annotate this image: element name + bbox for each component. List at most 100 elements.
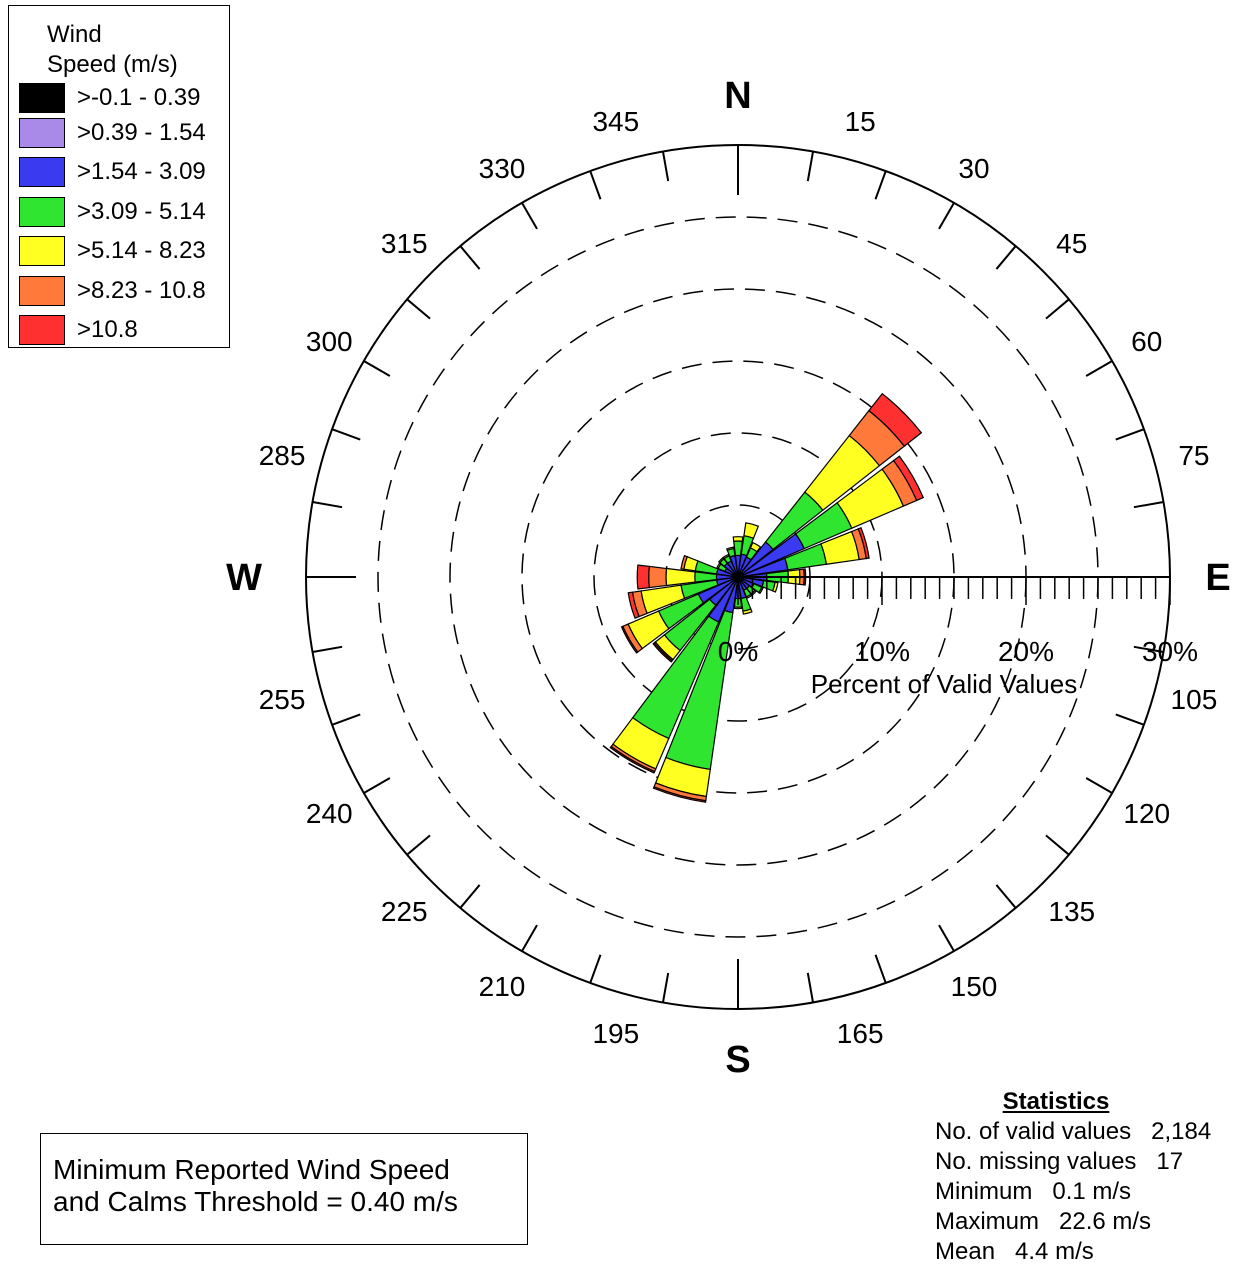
- direction-label: 345: [592, 106, 639, 137]
- legend-item: >8.23 - 10.8: [19, 276, 206, 306]
- spoke-tick: [806, 151, 815, 182]
- spoke-tick: [331, 713, 361, 726]
- cardinal-w: W: [226, 557, 262, 599]
- spoke-tick: [995, 884, 1017, 909]
- direction-label: 330: [479, 153, 526, 184]
- direction-label: 300: [306, 326, 353, 357]
- spoke-tick: [874, 954, 887, 984]
- legend-swatch: [19, 157, 65, 187]
- cardinal-e: E: [1205, 557, 1230, 599]
- direction-label: 225: [381, 896, 428, 927]
- direction-label: 315: [381, 228, 428, 259]
- statistics-title: Statistics: [1002, 1088, 1110, 1115]
- legend-swatch: [19, 315, 65, 345]
- rose-petals: [609, 392, 925, 803]
- legend-title: Wind Speed (m/s): [47, 20, 178, 80]
- petal-segment: [652, 642, 673, 663]
- legend-label: >5.14 - 8.23: [77, 237, 206, 264]
- legend-label: >0.39 - 1.54: [77, 119, 206, 146]
- direction-label: 120: [1123, 798, 1170, 829]
- statistics-row: Mean 4.4 m/s: [935, 1238, 1094, 1265]
- legend-swatch: [19, 118, 65, 148]
- spoke-tick: [1045, 834, 1070, 856]
- legend-swatch: [19, 276, 65, 306]
- direction-label: 240: [306, 798, 353, 829]
- calms-threshold-box: Minimum Reported Wind Speed and Calms Th…: [40, 1133, 528, 1245]
- legend-item: >0.39 - 1.54: [19, 118, 206, 148]
- direction-label: 255: [259, 684, 306, 715]
- legend-swatch: [19, 236, 65, 266]
- legend-title-line: Wind: [47, 21, 102, 48]
- statistics-row: Minimum 0.1 m/s: [935, 1178, 1132, 1205]
- legend-label: >8.23 - 10.8: [77, 277, 206, 304]
- axis-label: Percent of Valid Values: [811, 669, 1077, 699]
- spoke-tick: [874, 170, 887, 200]
- spoke-tick: [806, 972, 815, 1003]
- petal-segment: [743, 522, 760, 540]
- petal-segment: [609, 745, 656, 774]
- spoke-tick: [1085, 360, 1113, 377]
- spoke-tick: [312, 645, 343, 654]
- spoke-tick: [331, 428, 361, 441]
- spoke-tick: [1115, 713, 1145, 726]
- petal-segment: [665, 567, 696, 587]
- spoke-tick: [938, 202, 955, 230]
- spoke-tick: [459, 245, 481, 270]
- petal-segment: [749, 541, 762, 553]
- petal-segment: [725, 546, 735, 552]
- statistics-row: No. of valid values 2,184: [935, 1118, 1212, 1145]
- cardinal-s: S: [725, 1039, 750, 1081]
- direction-label: 210: [479, 971, 526, 1002]
- legend-swatch: [19, 197, 65, 227]
- direction-labels: N E S W 0% 10% 20% 30% Percent of Valid …: [226, 75, 1231, 1081]
- legend-title-line: Speed (m/s): [47, 51, 178, 78]
- direction-label: 165: [837, 1018, 884, 1049]
- radial-axis: [737, 576, 1171, 605]
- spoke-tick: [1085, 777, 1113, 794]
- calms-line: and Calms Threshold = 0.40 m/s: [53, 1186, 458, 1217]
- petal-segment: [732, 536, 744, 542]
- direction-label: 60: [1131, 326, 1162, 357]
- spoke-tick: [1133, 500, 1164, 509]
- spoke-tick: [521, 202, 538, 230]
- petal-segment: [733, 606, 743, 610]
- direction-label: 285: [259, 440, 306, 471]
- spoke-tick: [995, 245, 1017, 270]
- legend-item: >1.54 - 3.09: [19, 157, 206, 187]
- radial-tick-label: 20%: [998, 636, 1054, 667]
- legend-item: >3.09 - 5.14: [19, 197, 206, 227]
- petal-segment: [652, 786, 707, 803]
- legend-label: >-0.1 - 0.39: [77, 84, 201, 111]
- petal-segment: [627, 591, 640, 619]
- direction-label: 30: [958, 153, 989, 184]
- petal-segment: [757, 586, 764, 595]
- direction-label: 15: [845, 106, 876, 137]
- legend-label: >1.54 - 3.09: [77, 158, 206, 185]
- spoke-tick: [1115, 428, 1145, 441]
- spoke-tick: [459, 884, 481, 909]
- legend-label: >10.8: [77, 316, 138, 343]
- spoke-tick: [406, 298, 431, 320]
- legend-swatch: [19, 83, 65, 113]
- statistics-row: No. missing values 17: [935, 1148, 1184, 1175]
- spoke-tick: [589, 954, 602, 984]
- petal-segment: [680, 554, 688, 570]
- spoke-tick: [521, 924, 538, 952]
- direction-label: 150: [951, 971, 998, 1002]
- spoke-tick: [938, 924, 955, 952]
- spoke-tick: [363, 360, 391, 377]
- spoke-tick: [312, 500, 343, 509]
- spoke-tick: [661, 972, 670, 1003]
- radial-tick-label: 30%: [1142, 636, 1198, 667]
- direction-label: 75: [1178, 440, 1209, 471]
- petal-segment: [857, 527, 870, 560]
- calms-line: Minimum Reported Wind Speed: [53, 1154, 450, 1185]
- spoke-tick: [1045, 298, 1070, 320]
- spoke-tick: [661, 151, 670, 182]
- legend-item: >10.8: [19, 315, 138, 345]
- petal-segment: [742, 608, 753, 615]
- spoke-tick: [589, 170, 602, 200]
- spoke-tick: [406, 834, 431, 856]
- radial-tick-label: 0%: [718, 636, 758, 667]
- petal-segment: [636, 564, 651, 590]
